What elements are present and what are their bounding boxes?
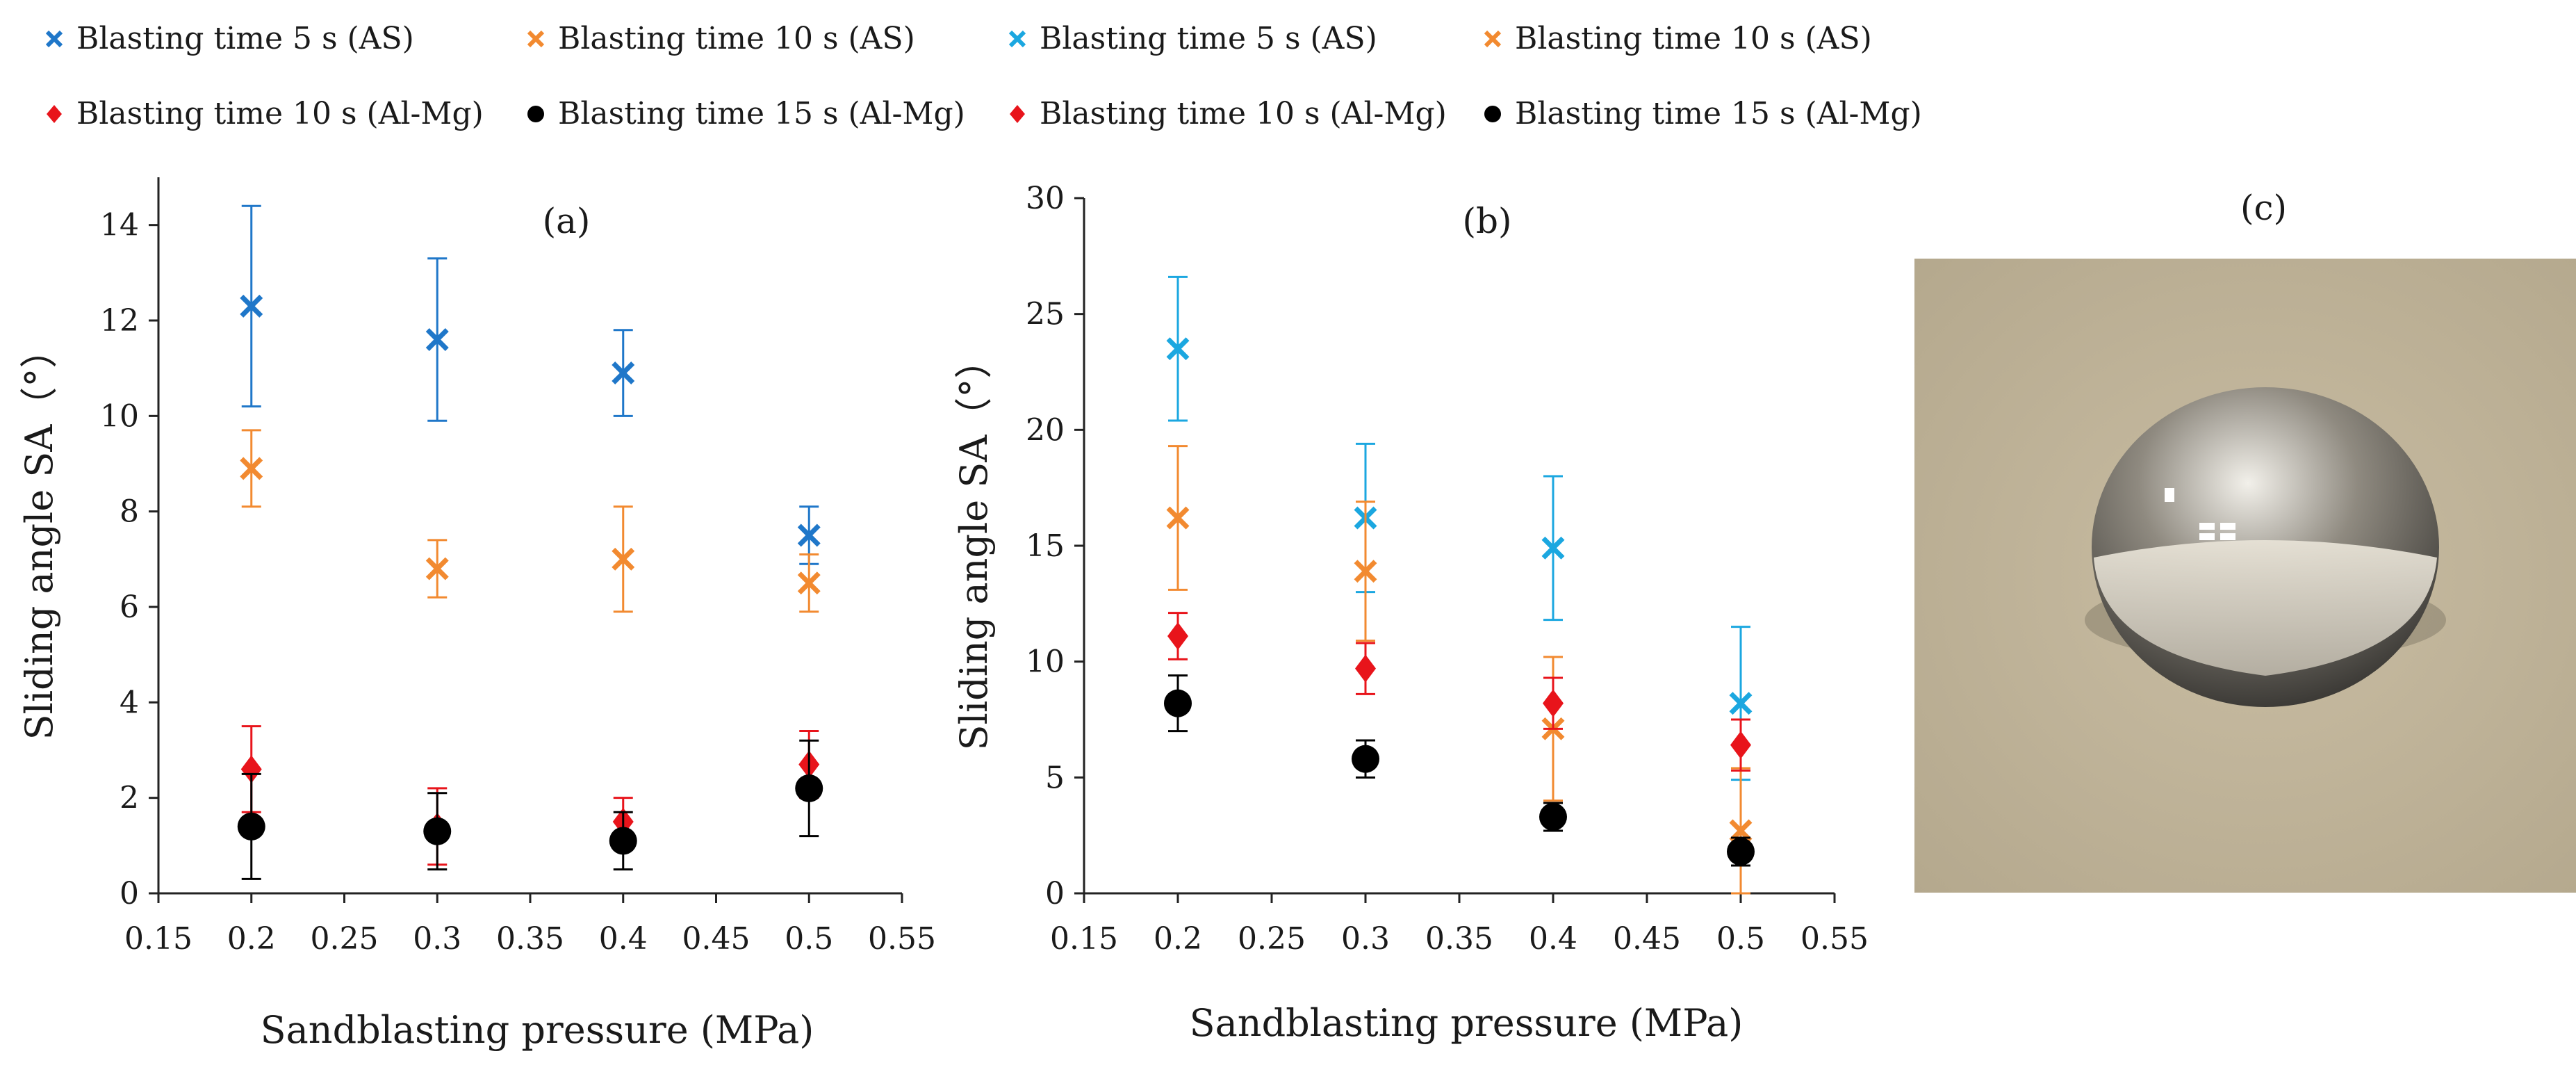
droplet-highlight xyxy=(2220,533,2235,540)
legend-item: Blasting time 10 s (Al-Mg) xyxy=(43,96,484,131)
legend-item: Blasting time 15 s (Al-Mg) xyxy=(1482,96,1922,131)
data-point-x xyxy=(1541,536,1565,560)
x-tick-label: 0.5 xyxy=(1716,921,1765,957)
legend-marker-x-icon xyxy=(1484,30,1502,47)
y-tick-label: 20 xyxy=(1026,412,1065,448)
droplet-highlight xyxy=(2220,523,2235,530)
y-axis-title: Sliding angle SA（°） xyxy=(952,341,996,751)
x-tick-label: 0.15 xyxy=(124,921,192,957)
data-point-circle xyxy=(1727,838,1755,866)
x-tick-label: 0.4 xyxy=(1529,921,1577,957)
legend-label: Blasting time 10 s (AS) xyxy=(1515,21,1872,56)
x-tick-label: 0.25 xyxy=(1238,921,1306,957)
data-point-circle xyxy=(1352,745,1379,773)
legend-marker-circle-icon xyxy=(527,105,544,122)
data-point-circle xyxy=(609,827,637,855)
legend-item: Blasting time 10 s (Al-Mg) xyxy=(1006,96,1447,131)
data-point-diamond xyxy=(1730,731,1751,759)
data-point-x xyxy=(1166,337,1190,361)
x-tick-label: 0.25 xyxy=(311,921,379,957)
y-tick-label: 14 xyxy=(100,208,139,243)
x-tick-label: 0.45 xyxy=(1613,921,1681,957)
droplet-highlight xyxy=(2199,523,2215,530)
y-tick-label: 0 xyxy=(120,876,139,911)
x-tick-label: 0.2 xyxy=(1154,921,1202,957)
y-tick-label: 25 xyxy=(1026,297,1065,332)
x-tick-label: 0.55 xyxy=(1800,921,1869,957)
data-point-x xyxy=(612,547,635,571)
y-tick-label: 5 xyxy=(1045,760,1065,795)
x-tick-label: 0.35 xyxy=(496,921,564,957)
y-tick-label: 4 xyxy=(120,685,139,720)
panel-label: (a) xyxy=(543,201,591,241)
legend-marker-x-icon xyxy=(1008,30,1026,47)
legend-marker-diamond-icon xyxy=(1010,104,1025,123)
legend-marker-diamond-icon xyxy=(47,104,62,123)
droplet-highlight xyxy=(2199,533,2215,540)
legend-label: Blasting time 15 s (Al-Mg) xyxy=(1515,96,1922,131)
data-point-x xyxy=(425,557,449,580)
data-point-circle xyxy=(1539,803,1567,831)
data-point-diamond xyxy=(1543,689,1564,717)
legend-item: Blasting time 15 s (Al-Mg) xyxy=(525,96,965,131)
panel-label-c: (c) xyxy=(2240,188,2288,228)
data-point-circle xyxy=(795,774,823,802)
y-axis-title: Sliding angle SA（°） xyxy=(17,331,61,740)
x-axis-title: Sandblasting pressure (MPa) xyxy=(261,1008,814,1052)
y-tick-label: 12 xyxy=(100,303,139,339)
x-tick-label: 0.3 xyxy=(413,921,461,957)
droplet-lower-reflection xyxy=(2094,540,2437,676)
y-tick-label: 6 xyxy=(120,590,139,625)
x-tick-label: 0.45 xyxy=(682,921,750,957)
x-tick-label: 0.2 xyxy=(227,921,276,957)
x-tick-label: 0.3 xyxy=(1341,921,1390,957)
legend-label: Blasting time 10 s (AS) xyxy=(558,21,915,56)
water-droplet-photo xyxy=(1914,259,2576,893)
legend-label: Blasting time 5 s (AS) xyxy=(76,21,414,56)
data-point-x xyxy=(240,457,263,480)
legend-item: Blasting time 5 s (AS) xyxy=(1006,21,1377,56)
data-point-circle xyxy=(1164,689,1192,717)
legend-marker-x-icon xyxy=(45,30,63,47)
data-point-x xyxy=(797,571,821,595)
legend-label: Blasting time 5 s (AS) xyxy=(1040,21,1377,56)
y-tick-label: 30 xyxy=(1026,181,1065,216)
y-tick-label: 10 xyxy=(100,398,139,434)
legend-marker-x-icon xyxy=(527,30,545,47)
panel-label: (b) xyxy=(1462,201,1511,241)
y-tick-label: 15 xyxy=(1026,528,1065,564)
x-tick-label: 0.15 xyxy=(1050,921,1118,957)
legend-label: Blasting time 10 s (Al-Mg) xyxy=(1040,96,1447,131)
y-tick-label: 8 xyxy=(120,494,139,530)
data-point-x xyxy=(1166,506,1190,530)
data-point-x xyxy=(240,294,263,318)
legend-item: Blasting time 10 s (AS) xyxy=(1482,21,1872,56)
y-tick-label: 0 xyxy=(1045,876,1065,911)
data-point-diamond xyxy=(1167,622,1188,650)
x-axis-title: Sandblasting pressure (MPa) xyxy=(1190,1001,1744,1045)
x-tick-label: 0.55 xyxy=(868,921,936,957)
legend-label: Blasting time 10 s (Al-Mg) xyxy=(76,96,484,131)
y-tick-label: 2 xyxy=(120,781,139,816)
y-tick-label: 10 xyxy=(1026,644,1065,680)
data-point-x xyxy=(612,362,635,385)
x-tick-label: 0.35 xyxy=(1425,921,1493,957)
legend-item: Blasting time 10 s (AS) xyxy=(525,21,915,56)
legend-item: Blasting time 5 s (AS) xyxy=(43,21,414,56)
data-point-x xyxy=(1729,692,1753,715)
data-point-diamond xyxy=(240,755,262,783)
data-point-x xyxy=(425,327,449,351)
droplet-highlight xyxy=(2165,488,2174,502)
data-point-circle xyxy=(237,812,265,840)
data-point-x xyxy=(1354,560,1377,583)
x-tick-label: 0.4 xyxy=(599,921,648,957)
legend-label: Blasting time 15 s (Al-Mg) xyxy=(558,96,965,131)
data-point-circle xyxy=(423,817,452,845)
x-tick-label: 0.5 xyxy=(785,921,833,957)
data-point-x xyxy=(797,523,821,547)
legend-marker-circle-icon xyxy=(1484,105,1501,122)
data-point-diamond xyxy=(1355,654,1376,683)
